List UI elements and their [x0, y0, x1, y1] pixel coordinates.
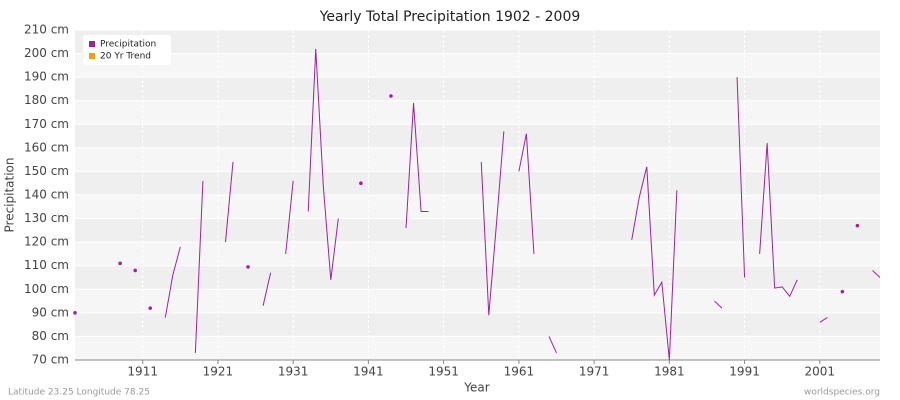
x-tick-label: 1971 [579, 365, 610, 379]
grid-band [75, 30, 880, 54]
grid-band [75, 218, 880, 243]
x-tick-label: 1961 [504, 365, 535, 379]
chart-title: Yearly Total Precipitation 1902 - 2009 [319, 9, 581, 25]
y-axis-label: Precipitation [3, 157, 17, 232]
x-tick-label: 1951 [428, 365, 459, 379]
legend-swatch [89, 41, 95, 47]
x-tick-label: 1931 [278, 365, 309, 379]
legend: Precipitation 20 Yr Trend [83, 35, 171, 65]
footer-left: Latitude 23.25 Longitude 78.25 [8, 388, 150, 398]
data-point [389, 94, 393, 98]
data-line [405, 103, 429, 229]
legend-label: 20 Yr Trend [100, 52, 151, 62]
y-tick-label: 210 cm [24, 23, 69, 37]
data-point [359, 181, 363, 186]
data-line [262, 272, 272, 306]
data-line [819, 317, 828, 323]
x-tick-label: 1921 [203, 365, 234, 379]
grid-band [75, 77, 880, 101]
x-tick-label: 2001 [805, 365, 836, 379]
data-line [307, 48, 339, 280]
data-line [224, 161, 234, 243]
x-tick-label: 1911 [127, 365, 158, 379]
y-tick-label: 120 cm [24, 235, 69, 249]
y-tick-label: 170 cm [24, 117, 69, 131]
data-line [518, 133, 535, 254]
y-tick-label: 80 cm [32, 329, 69, 343]
data-point [855, 223, 860, 228]
y-tick-label: 150 cm [24, 164, 69, 178]
y-tick-label: 70 cm [32, 353, 69, 367]
y-tick-label: 110 cm [24, 258, 69, 272]
data-line [631, 166, 678, 361]
y-tick-label: 200 cm [24, 46, 69, 60]
data-point [840, 289, 845, 294]
data-point [118, 261, 122, 266]
grid-band [75, 124, 880, 148]
data-line [759, 143, 798, 298]
plot-area: 70 cm 80 cm 90 cm 100 cm 110 cm 120 cm 130 cm 1… [24, 23, 881, 379]
data-line [872, 270, 881, 278]
data-line [480, 131, 505, 316]
legend-swatch [89, 53, 95, 59]
data-point [246, 265, 250, 269]
legend-label: Precipitation [100, 40, 156, 50]
y-tick-label: 90 cm [32, 305, 69, 319]
data-point [148, 306, 153, 310]
y-tick-label: 180 cm [24, 93, 69, 107]
y-tick-label: 130 cm [24, 211, 69, 225]
data-point [73, 311, 77, 315]
footer-right: worldspecies.org [804, 388, 880, 398]
y-tick-label: 100 cm [24, 282, 69, 296]
data-line [285, 180, 294, 254]
legend-box [83, 35, 171, 65]
data-point [133, 268, 137, 273]
y-tick-label: 160 cm [24, 140, 69, 154]
data-line [736, 77, 746, 278]
grid-band [75, 312, 880, 337]
y-tick-label: 140 cm [24, 188, 69, 202]
data-line [714, 300, 723, 309]
data-line [194, 180, 204, 353]
x-tick-label: 1991 [729, 365, 760, 379]
data-line [164, 246, 181, 318]
x-tick-label: 1981 [654, 365, 685, 379]
grid-band [75, 171, 880, 195]
y-tick-label: 190 cm [24, 70, 69, 84]
x-tick-label: 1941 [353, 365, 384, 379]
data-line [548, 336, 557, 354]
x-axis-label: Year [463, 381, 489, 395]
grid-band [75, 265, 880, 290]
